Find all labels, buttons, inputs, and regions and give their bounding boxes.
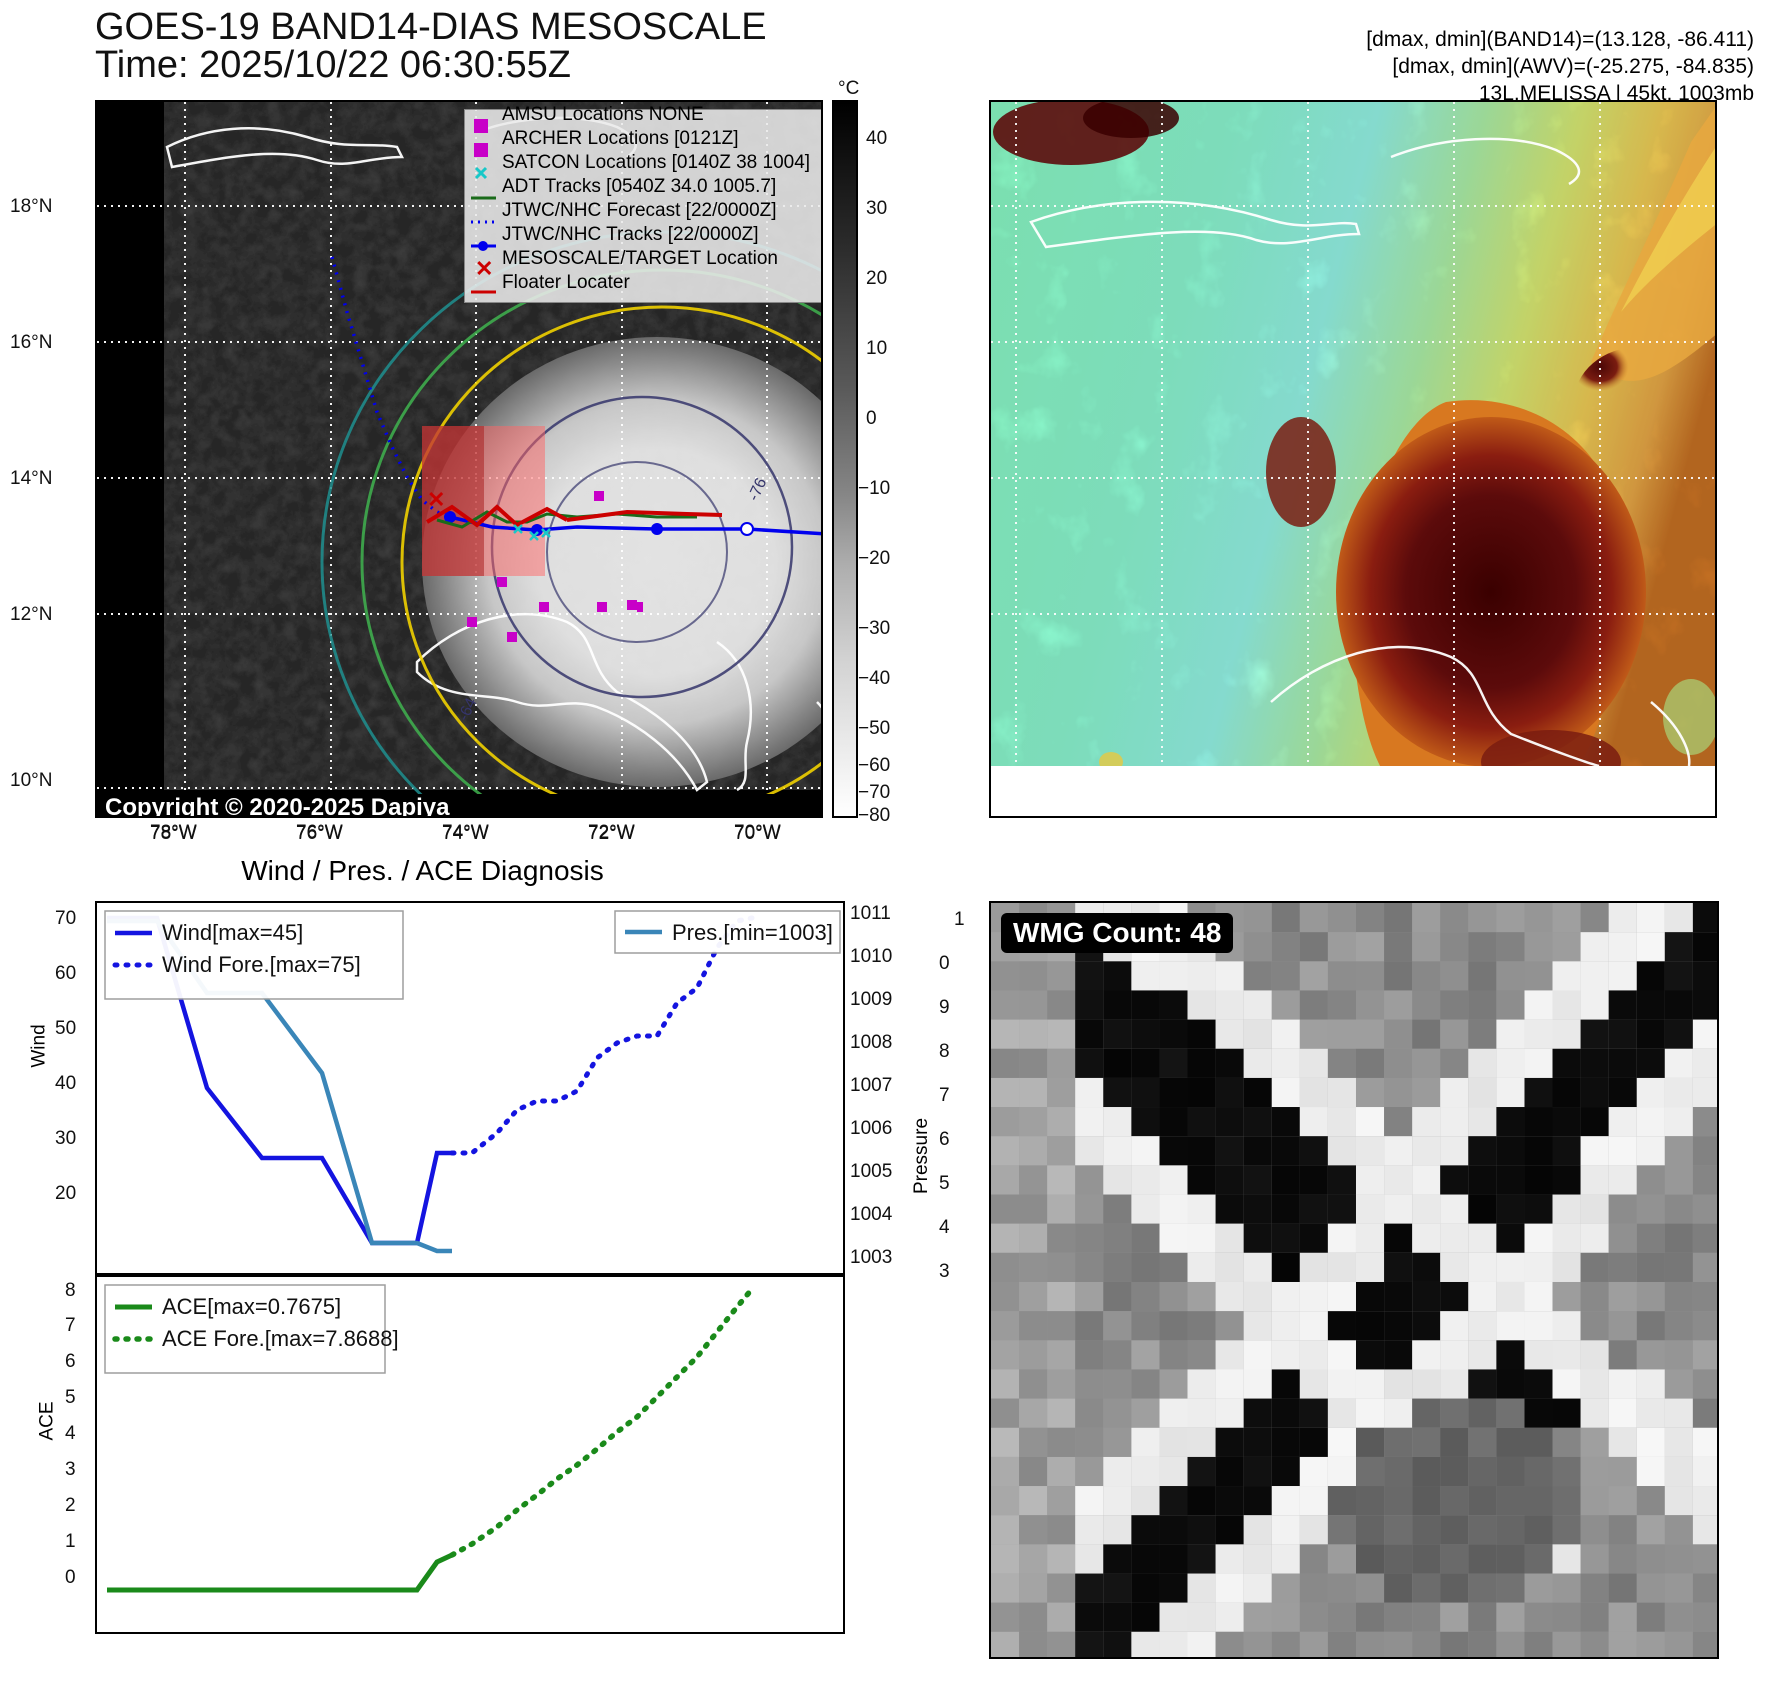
svg-text:ACE Fore.[max=7.8688]: ACE Fore.[max=7.8688]: [162, 1326, 399, 1351]
svg-text:✕: ✕: [475, 256, 493, 281]
svg-text:ACE[max=0.7675]: ACE[max=0.7675]: [162, 1294, 341, 1319]
svg-text:Pres.[min=1003]: Pres.[min=1003]: [672, 920, 833, 945]
svg-text:Wind Fore.[max=75]: Wind Fore.[max=75]: [162, 952, 361, 977]
svg-text:Wind[max=45]: Wind[max=45]: [162, 920, 303, 945]
svg-text:✕: ✕: [427, 487, 445, 512]
